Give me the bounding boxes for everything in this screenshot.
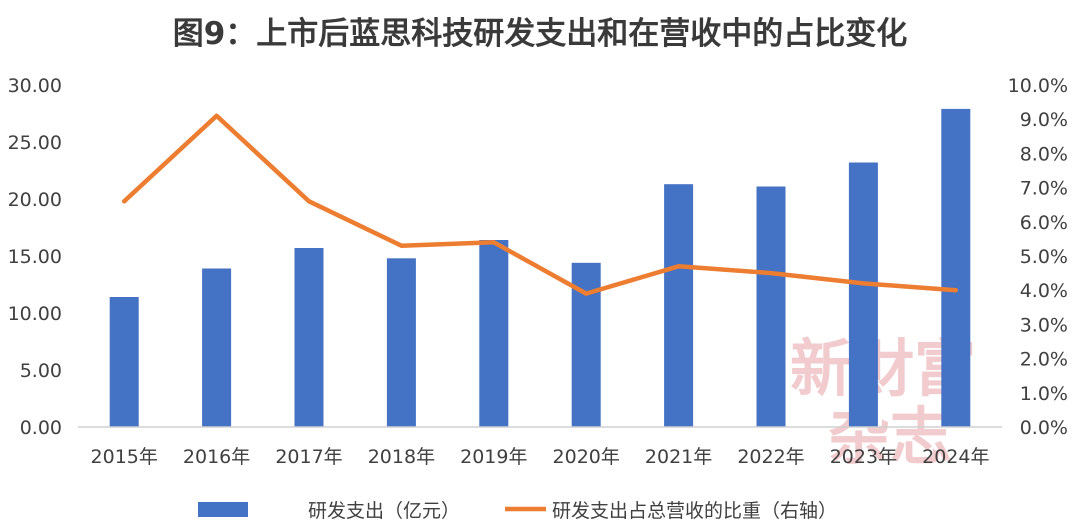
legend-label-line: 研发支出占总营收的比重（右轴） bbox=[552, 500, 837, 522]
y-right-tick-label: 7.0% bbox=[1020, 178, 1068, 200]
bar-3 bbox=[386, 258, 416, 427]
y-right-tick-label: 0.0% bbox=[1020, 417, 1068, 439]
legend-swatch-bar bbox=[198, 502, 248, 517]
chart-title: 图9：上市后蓝思科技研发支出和在营收中的占比变化 bbox=[172, 16, 908, 52]
x-tick-label: 2017年 bbox=[275, 446, 342, 468]
y-axis-right: 0.0% 1.0% 2.0% 3.0% 4.0% 5.0% 6.0% 7.0% 8.0% 9.0%… bbox=[1008, 75, 1068, 439]
y-right-tick-label: 6.0% bbox=[1020, 212, 1068, 234]
x-tick-label: 2022年 bbox=[737, 446, 804, 468]
legend-label-bar: 研发支出（亿元） bbox=[308, 500, 460, 522]
bar-2 bbox=[294, 248, 324, 427]
x-tick-label: 2015年 bbox=[91, 446, 158, 468]
y-left-tick-label: 20.00 bbox=[8, 189, 62, 211]
bar-4 bbox=[479, 240, 509, 427]
ratio-line bbox=[121, 113, 959, 296]
bar-6 bbox=[664, 184, 694, 427]
y-left-tick-label: 15.00 bbox=[8, 246, 62, 268]
x-tick-label: 2024年 bbox=[922, 446, 989, 468]
bar-7 bbox=[756, 186, 786, 427]
y-right-tick-label: 3.0% bbox=[1020, 314, 1068, 336]
line-series bbox=[121, 113, 959, 296]
y-left-tick-label: 25.00 bbox=[8, 132, 62, 154]
y-left-tick-label: 30.00 bbox=[8, 75, 62, 97]
y-right-tick-label: 1.0% bbox=[1020, 383, 1068, 405]
x-tick-label: 2020年 bbox=[553, 446, 620, 468]
y-right-tick-label: 9.0% bbox=[1020, 109, 1068, 131]
y-right-tick-label: 5.0% bbox=[1020, 246, 1068, 268]
y-axis-left: 0.00 5.00 10.00 15.00 20.00 25.00 30.00 bbox=[8, 75, 62, 439]
watermark-line2: 杂志 bbox=[828, 400, 952, 473]
y-left-tick-label: 10.00 bbox=[8, 303, 62, 325]
y-right-tick-label: 2.0% bbox=[1020, 349, 1068, 371]
x-tick-label: 2016年 bbox=[183, 446, 250, 468]
y-left-tick-label: 0.00 bbox=[20, 417, 62, 439]
bar-1 bbox=[202, 268, 232, 427]
y-right-tick-label: 10.0% bbox=[1008, 75, 1068, 97]
x-tick-label: 2019年 bbox=[460, 446, 527, 468]
legend: 研发支出（亿元） 研发支出占总营收的比重（右轴） bbox=[198, 500, 837, 522]
bar-9 bbox=[941, 108, 971, 428]
bar-series bbox=[109, 108, 971, 428]
y-right-tick-label: 8.0% bbox=[1020, 143, 1068, 165]
bar-0 bbox=[109, 297, 139, 427]
x-axis: 2015年 2016年 2017年 2018年 2019年 2020年 2021年 2022年… bbox=[91, 446, 990, 468]
x-tick-label: 2021年 bbox=[645, 446, 712, 468]
y-right-tick-label: 4.0% bbox=[1020, 280, 1068, 302]
x-tick-label: 2023年 bbox=[830, 446, 897, 468]
bar-8 bbox=[848, 162, 878, 427]
x-tick-label: 2018年 bbox=[368, 446, 435, 468]
y-left-tick-label: 5.00 bbox=[20, 360, 62, 382]
